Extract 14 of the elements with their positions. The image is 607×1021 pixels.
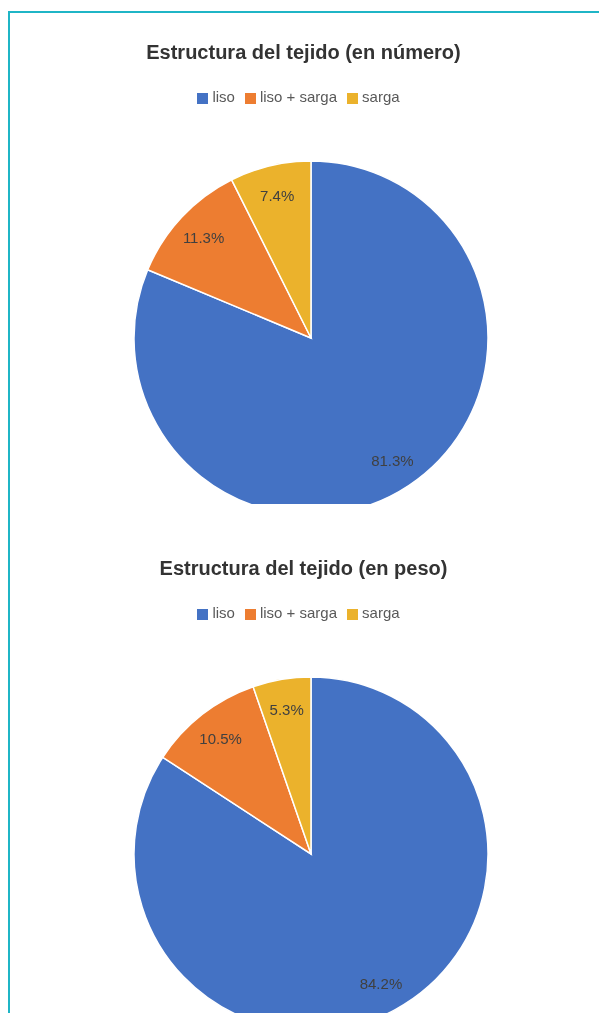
data-label: 81.3% [371,451,414,469]
data-label: 10.5% [199,729,242,747]
legend-label: sarga [362,604,400,621]
chart-title: Estructura del tejido (en peso) [158,556,449,581]
data-label: 84.2% [359,974,403,992]
chart-title: Estructura del tejido (en número) [145,40,462,65]
data-label: 7.4% [260,186,295,204]
legend-label: liso [212,88,235,105]
data-label: 11.3% [182,229,225,247]
legend-label: liso + sarga [259,604,338,621]
legend-label: sarga [362,88,400,105]
data-label: 5.3% [269,700,304,718]
legend-label: liso [212,604,235,621]
legend-label: liso + sarga [259,88,338,105]
